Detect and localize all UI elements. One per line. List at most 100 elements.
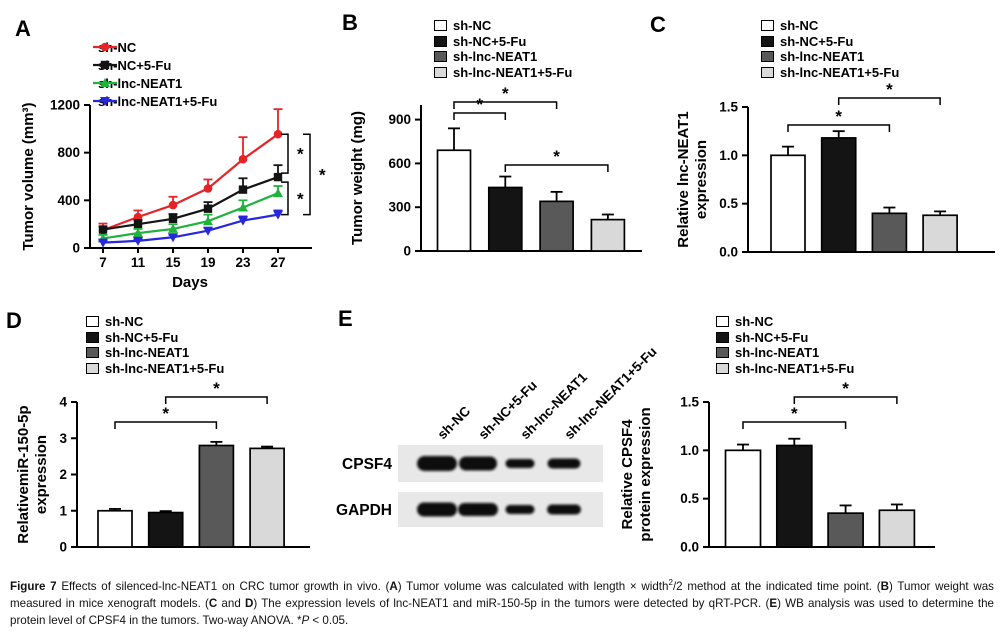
legend-swatch-icon <box>761 35 774 47</box>
triangle-up-marker <box>273 188 283 198</box>
circle-marker <box>238 154 248 164</box>
square-marker <box>168 214 178 224</box>
square-marker <box>98 225 108 234</box>
blot-band <box>547 458 581 469</box>
y-tick-label: 1200 <box>50 98 80 113</box>
legend-label: sh-lnc-NEAT1+5-Fu <box>735 360 855 376</box>
legend-item: sh-NC+5-Fu <box>716 330 854 346</box>
sig-bracket <box>742 421 847 429</box>
square-marker <box>238 185 248 194</box>
x-tick-label: 19 <box>200 255 215 270</box>
legend-item: sh-lnc-NEAT1 <box>92 74 217 92</box>
blot-row-label: GAPDH <box>336 502 392 519</box>
legend-label: sh-NC <box>780 18 819 34</box>
x-axis-label: Days <box>172 274 208 291</box>
circle-marker <box>100 42 110 52</box>
y-tick-label: 400 <box>57 193 80 208</box>
y-axis-label: expression <box>33 435 50 514</box>
square-marker <box>273 172 283 182</box>
blot-band <box>547 504 581 515</box>
y-tick-label: 0 <box>72 241 80 256</box>
sig-bracket <box>793 396 898 404</box>
bar <box>198 444 235 548</box>
lnc-neat1-expression-bar-chart: 0.0 0.5 1.0 1.5 Relative lnc-NEAT1 expression… <box>675 80 995 260</box>
legend-swatch-icon <box>86 362 99 374</box>
panel-letter-d: D <box>6 308 22 333</box>
x-tick-label: 11 <box>131 255 146 270</box>
sig-star: * <box>842 379 849 398</box>
legend-swatch-icon <box>86 347 99 359</box>
caption-segment: ) Tumor weight was measured in mice xeno… <box>10 580 994 610</box>
bar <box>878 509 916 548</box>
legend-item: sh-NC+5-Fu <box>761 34 899 50</box>
blot-lane-label: sh-NC <box>435 403 474 442</box>
caption-segment: B <box>880 580 889 593</box>
blot-band <box>417 456 457 471</box>
caption-segment: < 0.05. <box>309 614 349 627</box>
tumor-weight-bar-chart: 0 300 600 900 Tumor weight (mg) * * * <box>349 84 642 259</box>
bar <box>820 137 857 253</box>
legend-swatch-icon <box>761 20 774 32</box>
y-tick-label: 1.5 <box>719 100 738 115</box>
y-tick-label: 1.5 <box>680 395 699 410</box>
legend-label: sh-NC+5-Fu <box>453 33 527 49</box>
tumor-volume-line-chart: 0 400 800 1200 Tumor volume (mm³) 7 11 15 19 23 27… <box>20 98 326 292</box>
bar <box>922 214 958 253</box>
y-axis-label: expression <box>693 140 710 219</box>
panel-letter-b: B <box>342 10 358 35</box>
triangle-down-legend-marker-icon <box>93 97 117 106</box>
blot-band <box>505 459 535 468</box>
y-axis-label: Relative lnc-NEAT1 <box>675 111 692 247</box>
legend-label: sh-lnc-NEAT1 <box>780 49 865 65</box>
bar <box>539 200 574 252</box>
data-line <box>102 133 279 232</box>
bar <box>487 186 523 252</box>
bar <box>724 449 762 548</box>
circle-marker <box>168 200 178 210</box>
legend-swatch-icon <box>434 20 447 32</box>
blot-band <box>505 505 535 514</box>
y-axis-label: Tumor volume (mm³) <box>20 102 37 250</box>
blot-band <box>458 503 498 516</box>
bar <box>147 511 184 548</box>
bar <box>871 212 908 253</box>
legend-item: sh-lnc-NEAT1 <box>434 49 572 65</box>
mir-150-5p-expression-bar-chart: 0 1 2 3 4 RelativemiR-150-5p expression * * <box>15 379 310 555</box>
legend-panel-b: sh-NC sh-NC+5-Fu sh-lnc-NEAT1 sh-lnc-NEAT1+… <box>434 18 572 80</box>
sig-star: * <box>297 145 304 164</box>
y-tick-label: 4 <box>59 395 67 410</box>
caption-segment: E <box>769 597 778 610</box>
legend-item: sh-lnc-NEAT1+5-Fu <box>434 65 572 81</box>
y-tick-label: 0.5 <box>719 196 738 211</box>
bar <box>436 149 472 252</box>
legend-swatch-icon <box>86 331 99 343</box>
legend-swatch-icon <box>716 316 729 328</box>
sig-star: * <box>297 189 304 208</box>
bar <box>249 447 285 548</box>
bar <box>590 218 626 252</box>
triangle-down-marker <box>100 97 110 106</box>
x-tick-label: 15 <box>165 255 181 270</box>
blot-band <box>459 456 497 471</box>
y-tick-label: 0 <box>403 244 411 259</box>
sig-star: * <box>502 84 509 103</box>
sig-bracket <box>114 421 218 429</box>
sig-bracket <box>281 181 289 216</box>
caption-segment: P <box>301 614 310 627</box>
sig-star: * <box>791 404 798 423</box>
legend-label: sh-lnc-NEAT1+5-Fu <box>780 64 900 80</box>
triangle-up-marker <box>133 228 143 238</box>
triangle-up-legend-marker-icon <box>93 78 117 87</box>
triangle-down-marker <box>273 210 283 220</box>
legend-label: sh-NC+5-Fu <box>735 329 809 345</box>
legend-swatch-icon <box>434 66 447 78</box>
y-tick-label: 1 <box>59 503 67 518</box>
y-axis-label: protein expression <box>637 407 654 541</box>
sig-star: * <box>476 95 483 114</box>
x-tick-label: 7 <box>99 255 107 270</box>
caption-segment: 2 <box>668 578 673 588</box>
y-tick-label: 0.5 <box>680 491 699 506</box>
y-tick-label: 300 <box>388 200 411 215</box>
legend-item: sh-NC+5-Fu <box>92 56 217 74</box>
